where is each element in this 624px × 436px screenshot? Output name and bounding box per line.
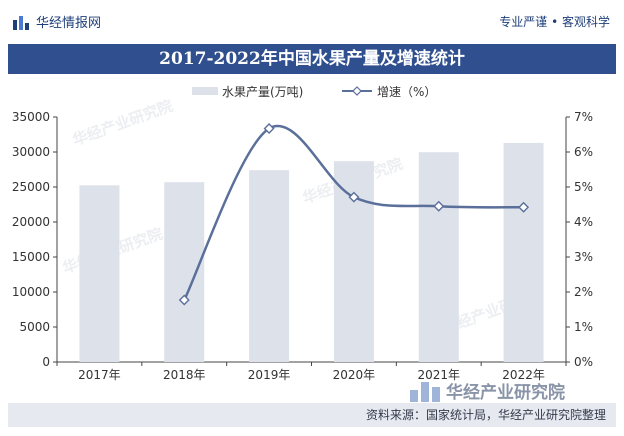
y-right-tick-label: 2% xyxy=(574,285,593,299)
brand: 华经情报网 xyxy=(12,12,101,31)
y-left-tick-label: 15000 xyxy=(12,250,50,264)
y-left-tick-label: 25000 xyxy=(12,180,50,194)
x-tick-label: 2021年 xyxy=(417,368,460,382)
y-left-tick-label: 10000 xyxy=(12,285,50,299)
legend: 水果产量(万吨) 增速（%） xyxy=(192,85,436,99)
legend-line-marker xyxy=(352,86,362,96)
y-left-tick-label: 5000 xyxy=(19,320,50,334)
bar xyxy=(503,142,544,362)
x-tick-label: 2019年 xyxy=(248,368,291,382)
line-point xyxy=(178,294,190,306)
x-tick-label: 2020年 xyxy=(333,368,376,382)
line-series xyxy=(178,123,530,306)
line-point xyxy=(518,201,530,213)
x-tick-label: 2017年 xyxy=(78,368,121,382)
y-right-tick-label: 5% xyxy=(574,180,593,194)
chart-title-bar: 2017-2022年中国水果产量及增速统计 xyxy=(8,44,616,74)
axes: 0 5000 10000 15000 20000 25000 30000 35000 0% 1% 2… xyxy=(12,110,593,382)
top-bar: 华经情报网 专业严谨 • 客观科学 xyxy=(0,0,624,44)
line-point xyxy=(263,123,275,135)
bar xyxy=(79,185,120,362)
line-point xyxy=(348,191,360,203)
y-right-tick-label: 3% xyxy=(574,250,593,264)
y-right-tick-label: 4% xyxy=(574,215,593,229)
bar xyxy=(418,152,459,362)
growth-line xyxy=(183,124,524,301)
y-left-tick-label: 20000 xyxy=(12,215,50,229)
line-point xyxy=(433,200,445,212)
y-left-tick-label: 35000 xyxy=(12,110,50,124)
bar-logo-icon xyxy=(13,15,29,30)
x-tick-label: 2022年 xyxy=(502,368,545,382)
legend-bar-swatch xyxy=(192,87,218,95)
bar xyxy=(333,161,374,362)
y-right-tick-label: 0% xyxy=(574,355,593,369)
source-footer: 资料来源：国家统计局，华经产业研究院整理 xyxy=(8,403,616,427)
bar xyxy=(249,170,290,362)
x-tick-label: 2018年 xyxy=(163,368,206,382)
legend-bar-label: 水果产量(万吨) xyxy=(222,85,303,99)
tagline: 专业严谨 • 客观科学 xyxy=(499,15,610,29)
bar xyxy=(164,182,205,362)
corner-watermark-text: 华经产业研究院 xyxy=(446,383,565,403)
corner-logo-icon xyxy=(410,380,440,402)
y-right-tick-label: 7% xyxy=(574,110,593,124)
bar-series xyxy=(79,142,544,362)
y-right-tick-label: 6% xyxy=(574,145,593,159)
brand-name: 华经情报网 xyxy=(36,16,102,31)
y-left-tick-label: 0 xyxy=(42,355,50,369)
corner-watermark: 华经产业研究院 xyxy=(410,378,565,403)
source-note: 资料来源：国家统计局，华经产业研究院整理 xyxy=(365,408,606,422)
legend-line-label: 增速（%） xyxy=(377,85,436,99)
y-left-tick-label: 30000 xyxy=(12,145,50,159)
y-right-tick-label: 1% xyxy=(574,320,593,334)
chart-title: 2017-2022年中国水果产量及增速统计 xyxy=(159,49,465,69)
